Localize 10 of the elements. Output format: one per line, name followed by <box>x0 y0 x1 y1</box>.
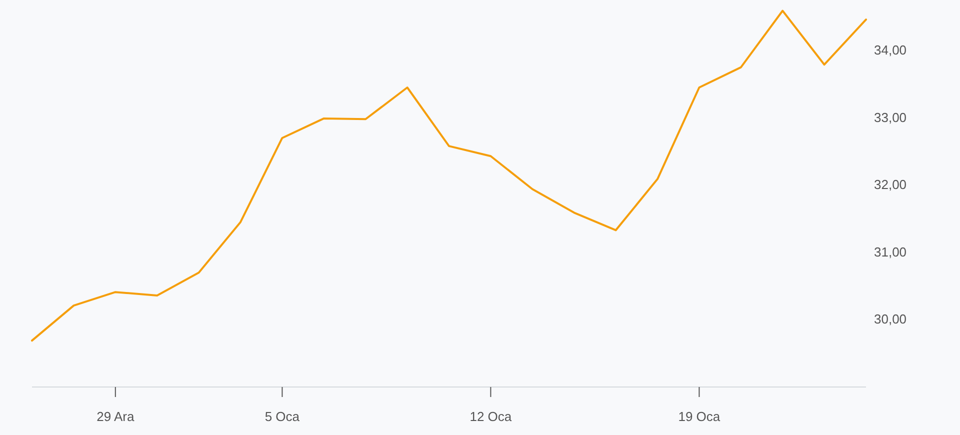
x-tick-label: 19 Oca <box>678 409 721 424</box>
y-tick-label: 33,00 <box>874 110 907 125</box>
x-tick-label: 12 Oca <box>470 409 512 424</box>
y-tick-label: 32,00 <box>874 177 907 192</box>
line-series <box>31 10 867 342</box>
y-tick-label: 30,00 <box>874 312 907 327</box>
x-tick-label: 29 Ara <box>96 409 135 424</box>
y-tick-label: 31,00 <box>874 244 907 260</box>
x-tick-label: 5 Oca <box>264 409 300 424</box>
y-tick-label: 34,00 <box>874 42 907 58</box>
